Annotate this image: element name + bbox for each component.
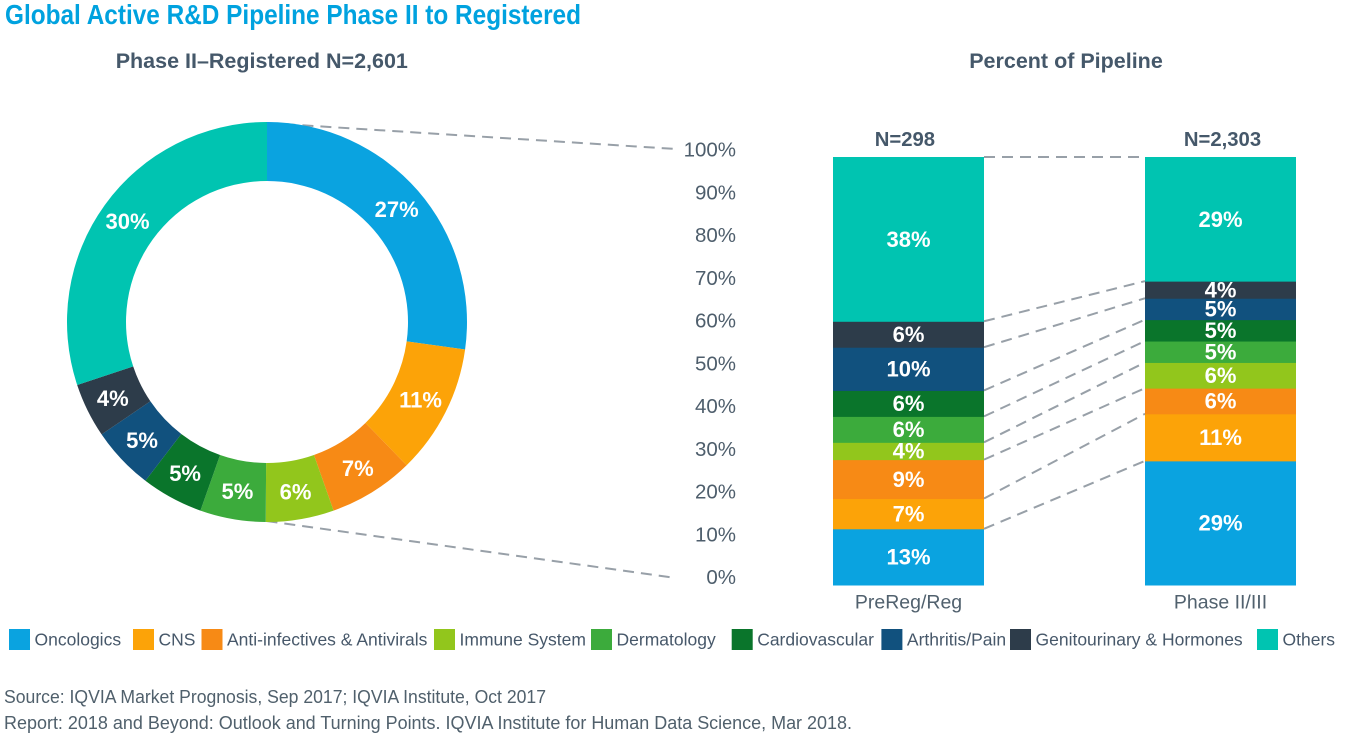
svg-text:5%: 5%	[1205, 339, 1237, 364]
svg-text:13%: 13%	[886, 545, 930, 570]
svg-text:Report: 2018 and Beyond: Outlo: Report: 2018 and Beyond: Outlook and Tur…	[4, 712, 852, 733]
svg-text:Arthritis/Pain: Arthritis/Pain	[907, 630, 1006, 650]
svg-text:6%: 6%	[893, 322, 925, 347]
svg-text:0%: 0%	[706, 566, 736, 589]
svg-text:CNS: CNS	[159, 630, 196, 650]
svg-text:N=2,303: N=2,303	[1184, 129, 1261, 151]
svg-text:30%: 30%	[105, 209, 149, 234]
svg-text:27%: 27%	[375, 197, 419, 222]
svg-text:6%: 6%	[280, 479, 312, 504]
svg-text:10%: 10%	[695, 523, 736, 546]
svg-text:5%: 5%	[169, 461, 201, 486]
svg-text:6%: 6%	[893, 391, 925, 416]
svg-text:20%: 20%	[695, 481, 736, 504]
svg-text:PreReg/Reg: PreReg/Reg	[855, 592, 962, 614]
svg-text:10%: 10%	[886, 357, 930, 382]
svg-text:29%: 29%	[1198, 511, 1242, 536]
svg-text:90%: 90%	[695, 181, 736, 204]
svg-text:Phase II–Registered N=2,601: Phase II–Registered N=2,601	[116, 49, 408, 73]
svg-text:5%: 5%	[222, 479, 254, 504]
svg-text:29%: 29%	[1198, 207, 1242, 232]
svg-text:Anti-infectives & Antivirals: Anti-infectives & Antivirals	[227, 630, 428, 650]
svg-text:50%: 50%	[695, 352, 736, 375]
svg-text:38%: 38%	[886, 227, 930, 252]
svg-text:Global Active R&D Pipeline Pha: Global Active R&D Pipeline Phase II to R…	[5, 0, 581, 30]
svg-text:7%: 7%	[893, 501, 925, 526]
svg-text:4%: 4%	[1205, 277, 1237, 302]
svg-text:4%: 4%	[97, 386, 129, 411]
svg-text:30%: 30%	[695, 438, 736, 461]
svg-text:Genitourinary & Hormones: Genitourinary & Hormones	[1036, 630, 1243, 650]
svg-text:5%: 5%	[126, 428, 158, 453]
svg-text:6%: 6%	[1205, 389, 1237, 414]
svg-text:40%: 40%	[695, 395, 736, 418]
svg-text:5%: 5%	[1205, 318, 1237, 343]
svg-text:9%: 9%	[893, 467, 925, 492]
svg-text:6%: 6%	[1205, 363, 1237, 388]
svg-text:7%: 7%	[342, 456, 374, 481]
svg-text:11%: 11%	[1199, 425, 1242, 450]
svg-text:4%: 4%	[893, 439, 925, 464]
svg-text:100%: 100%	[684, 138, 736, 161]
svg-text:Others: Others	[1283, 630, 1336, 650]
svg-text:N=298: N=298	[875, 129, 935, 151]
svg-text:Percent of Pipeline: Percent of Pipeline	[969, 49, 1163, 73]
svg-text:60%: 60%	[695, 310, 736, 333]
svg-text:70%: 70%	[695, 267, 736, 290]
svg-text:11%: 11%	[399, 387, 442, 412]
svg-text:6%: 6%	[893, 417, 925, 442]
svg-text:5%: 5%	[1205, 297, 1237, 322]
svg-text:80%: 80%	[695, 224, 736, 247]
svg-text:Cardiovascular: Cardiovascular	[757, 630, 874, 650]
svg-text:Immune System: Immune System	[460, 630, 586, 650]
svg-text:Oncologics: Oncologics	[35, 630, 122, 650]
svg-text:Dermatology: Dermatology	[617, 630, 716, 650]
svg-text:Phase II/III: Phase II/III	[1174, 592, 1267, 614]
svg-text:Source: IQVIA Market Prognosis: Source: IQVIA Market Prognosis, Sep 2017…	[4, 686, 546, 707]
